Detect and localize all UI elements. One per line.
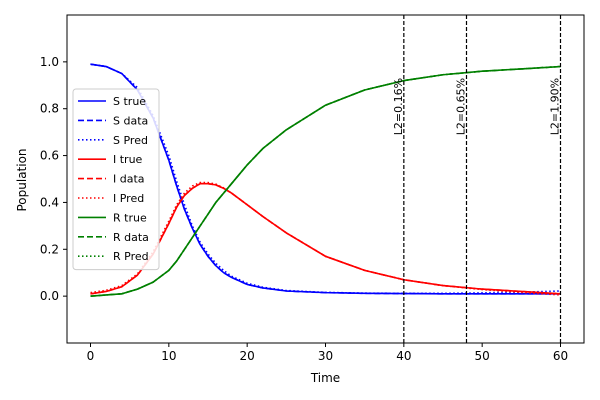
x-tick-label: 0 xyxy=(87,349,95,363)
x-tick-label: 50 xyxy=(475,349,490,363)
y-tick-label: 0.2 xyxy=(40,242,59,256)
vline-label: L2=0.16% xyxy=(392,78,405,135)
x-tick-label: 20 xyxy=(240,349,255,363)
y-tick-label: 0.8 xyxy=(40,102,59,116)
plot-area: L2=0.16% L2=0.65% L2=1.90% xyxy=(90,15,562,343)
x-axis-label: Time xyxy=(310,371,340,385)
y-tick-label: 1.0 xyxy=(40,55,59,69)
y-tick-label: 0.4 xyxy=(40,195,59,209)
series-line-i-pred xyxy=(90,181,561,296)
x-tick-label: 40 xyxy=(396,349,411,363)
legend-label: S Pred xyxy=(113,134,148,147)
axes: 0 10 20 30 40 50 60 0.0 0.2 0.4 0.6 0.8 1.0 xyxy=(40,14,585,363)
legend-label: S data xyxy=(113,114,148,127)
y-tick-label: 0.0 xyxy=(40,289,59,303)
vline-label: L2=1.90% xyxy=(549,78,562,135)
legend-box xyxy=(72,88,160,271)
x-tick-label: 30 xyxy=(318,349,333,363)
legend-label: I true xyxy=(113,153,143,166)
legend: S true S data S Pred I true I data I Pred R tr… xyxy=(72,88,160,271)
y-axis-label: Population xyxy=(15,148,29,211)
x-tick-label: 60 xyxy=(553,349,568,363)
legend-label: R Pred xyxy=(113,250,149,263)
legend-label: I Pred xyxy=(113,192,144,205)
vertical-markers: L2=0.16% L2=0.65% L2=1.90% xyxy=(392,15,562,343)
legend-label: S true xyxy=(113,95,146,108)
vline-label: L2=0.65% xyxy=(455,78,468,135)
x-tick-label: 10 xyxy=(161,349,176,363)
legend-label: R data xyxy=(113,231,149,244)
series-line-r-pred xyxy=(90,65,561,297)
legend-label: I data xyxy=(113,173,145,186)
y-tick-label: 0.6 xyxy=(40,149,59,163)
legend-label: R true xyxy=(113,211,147,224)
